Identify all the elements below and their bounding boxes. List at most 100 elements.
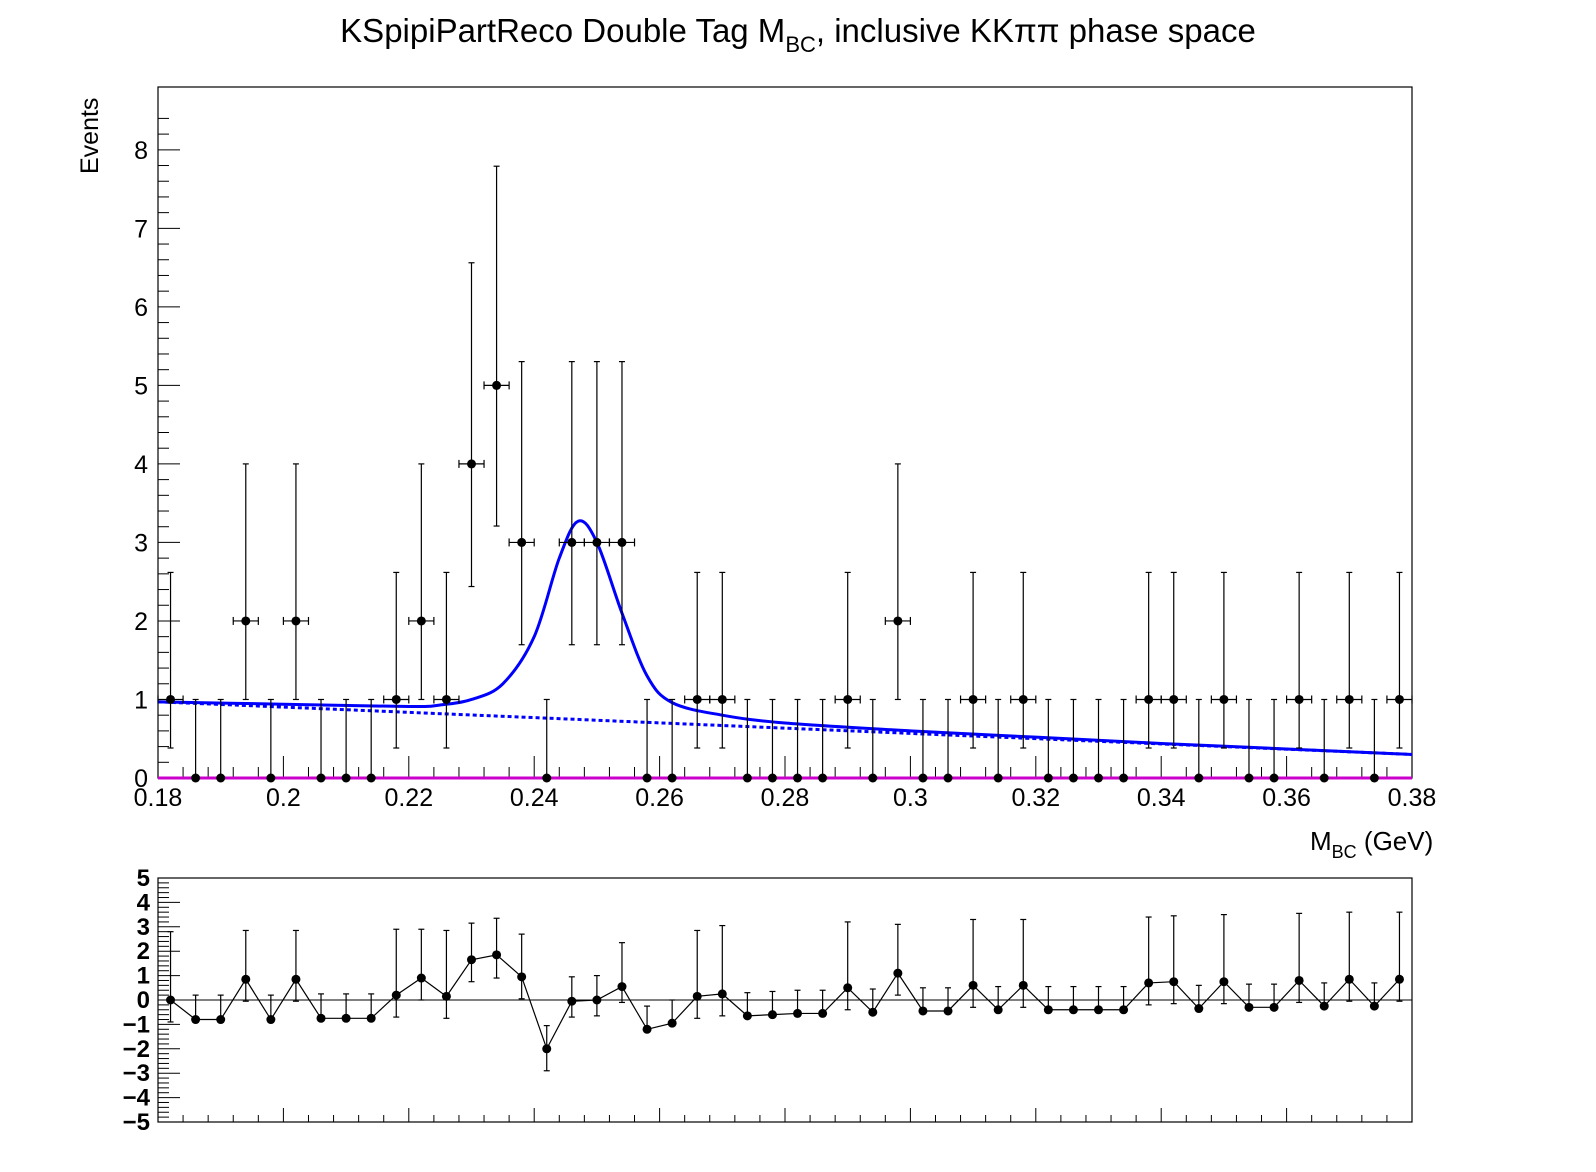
residual-point — [1018, 980, 1028, 990]
y-axis-label: Events — [76, 97, 104, 174]
residual-y-tick-label: 0 — [137, 987, 150, 1014]
residual-point — [1294, 975, 1304, 985]
residual-point — [667, 1018, 677, 1028]
data-point — [717, 694, 727, 704]
residual-point — [1169, 977, 1179, 987]
residual-point — [767, 1010, 777, 1020]
data-point — [241, 616, 251, 626]
x-tick-label: 0.28 — [761, 784, 810, 812]
x-axis-label: MBC (GeV) — [1310, 826, 1434, 862]
residual-point — [868, 1007, 878, 1017]
data-point — [567, 537, 577, 547]
data-point — [968, 694, 978, 704]
data-point — [893, 616, 903, 626]
residual-point — [717, 989, 727, 999]
residual-point — [918, 1006, 928, 1016]
data-point — [1344, 694, 1354, 704]
residual-point — [818, 1008, 828, 1018]
data-point — [767, 773, 777, 783]
residual-point — [416, 973, 426, 983]
y-tick-label: 7 — [134, 215, 148, 243]
data-point — [1068, 773, 1078, 783]
y-tick-label: 0 — [134, 765, 148, 793]
residual-point — [1043, 1005, 1053, 1015]
data-point — [793, 773, 803, 783]
residual-y-tick-label: −2 — [123, 1036, 150, 1063]
residual-point — [191, 1015, 201, 1025]
residual-point — [492, 950, 502, 960]
residual-point — [166, 995, 176, 1005]
data-point — [441, 694, 451, 704]
residual-y-tick-label: 2 — [137, 938, 150, 965]
data-point — [467, 459, 476, 469]
data-point — [1018, 694, 1028, 704]
data-point — [1269, 773, 1279, 783]
y-tick-label: 5 — [134, 372, 148, 400]
data-point — [993, 773, 1003, 783]
residual-y-tick-label: −3 — [123, 1060, 150, 1087]
data-point — [617, 537, 627, 547]
residual-point — [1319, 1001, 1329, 1011]
residual-point — [893, 968, 903, 978]
data-point — [191, 773, 201, 783]
residual-point — [1144, 978, 1154, 988]
data-point — [1169, 694, 1179, 704]
data-point — [1219, 694, 1229, 704]
data-point — [1294, 694, 1304, 704]
residual-point — [341, 1013, 351, 1023]
residual-point — [241, 974, 251, 984]
residual-point — [1269, 1002, 1279, 1012]
residual-point — [467, 955, 476, 965]
data-point — [416, 616, 426, 626]
x-tick-label: 0.2 — [266, 784, 301, 812]
residual-point — [943, 1006, 953, 1016]
data-point — [642, 773, 652, 783]
residual-point — [1244, 1002, 1254, 1012]
y-tick-label: 4 — [134, 451, 148, 479]
residual-point — [1369, 1001, 1379, 1011]
y-tick-label: 1 — [134, 686, 148, 714]
data-point — [843, 694, 853, 704]
residual-point — [993, 1005, 1003, 1015]
residual-point — [843, 983, 853, 993]
residual-point — [291, 974, 301, 984]
residual-point — [216, 1015, 226, 1025]
residual-point — [542, 1044, 552, 1054]
data-point — [542, 773, 552, 783]
residual-y-tick-label: −5 — [123, 1109, 150, 1136]
data-point — [216, 773, 226, 783]
data-point — [391, 694, 401, 704]
data-point — [918, 773, 928, 783]
residual-point — [642, 1024, 652, 1034]
residual-point — [1344, 974, 1354, 984]
data-point — [341, 773, 351, 783]
residual-point — [1068, 1005, 1078, 1015]
x-tick-label: 0.3 — [893, 784, 928, 812]
residual-y-tick-label: −1 — [123, 1011, 150, 1038]
x-tick-label: 0.18 — [134, 784, 183, 812]
data-point — [742, 773, 752, 783]
data-point — [492, 380, 502, 390]
data-point — [592, 537, 602, 547]
residual-point — [266, 1015, 276, 1025]
residual-y-tick-label: 3 — [137, 914, 150, 941]
residual-y-tick-label: 1 — [137, 963, 150, 990]
residual-point — [592, 995, 602, 1005]
chart-title: KSpipiPartReco Double Tag MBC, inclusive… — [340, 12, 1256, 57]
data-point — [1094, 773, 1103, 783]
residual-point — [1219, 977, 1229, 987]
x-tick-label: 0.34 — [1137, 784, 1186, 812]
residual-point — [1394, 974, 1404, 984]
residual-y-tick-label: −4 — [123, 1085, 151, 1112]
x-tick-label: 0.26 — [635, 784, 684, 812]
residual-y-tick-label: 4 — [137, 889, 151, 916]
y-tick-label: 6 — [134, 294, 148, 322]
residual-point — [617, 982, 627, 992]
x-tick-label: 0.38 — [1388, 784, 1437, 812]
data-point — [943, 773, 953, 783]
residual-point — [316, 1013, 326, 1023]
data-point — [166, 694, 176, 704]
x-tick-label: 0.24 — [510, 784, 559, 812]
data-point — [266, 773, 276, 783]
